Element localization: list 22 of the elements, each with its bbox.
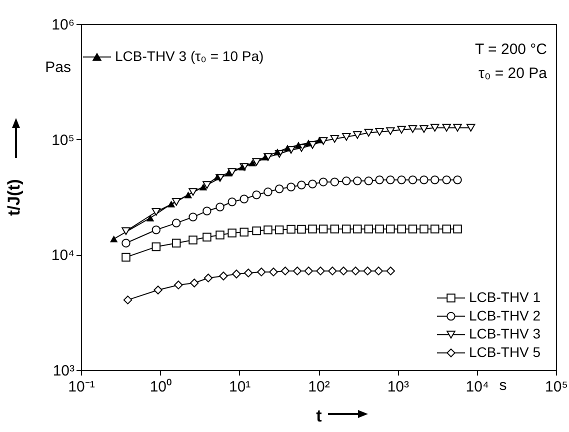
legend-label: LCB-THV 3 (τ₀ = 10 Pa)	[115, 48, 264, 64]
y-tick-label: 10³	[52, 362, 74, 380]
y-tick-label: 10⁵	[52, 132, 74, 149]
legend-label: LCB-THV 3	[469, 326, 541, 342]
x-axis-title: t	[316, 406, 322, 426]
legend-label: LCB-THV 5	[469, 344, 541, 360]
annotation: τ₀ = 20 Pa	[478, 65, 548, 82]
x-tick-label: 10³	[387, 378, 410, 396]
x-tick-label: 10⁻¹	[68, 378, 95, 396]
y-axis-title: t/J(t)	[4, 179, 24, 216]
x-tick-label: 10⁰	[150, 378, 172, 396]
text: Pas	[45, 59, 71, 76]
x-tick-label: 10⁴	[466, 378, 489, 396]
y-tick-label: 10⁶	[52, 16, 74, 34]
legend-label: LCB-THV 1	[469, 289, 541, 305]
x-tick-label: 10¹	[228, 378, 251, 396]
x-tick-label: 10⁵	[545, 378, 568, 396]
legend-label: LCB-THV 2	[469, 307, 541, 324]
text: s	[499, 377, 507, 394]
y-tick-label: 10⁴	[51, 247, 74, 264]
x-tick-label: 10²	[308, 378, 330, 396]
annotation: T = 200 °C	[474, 41, 548, 58]
